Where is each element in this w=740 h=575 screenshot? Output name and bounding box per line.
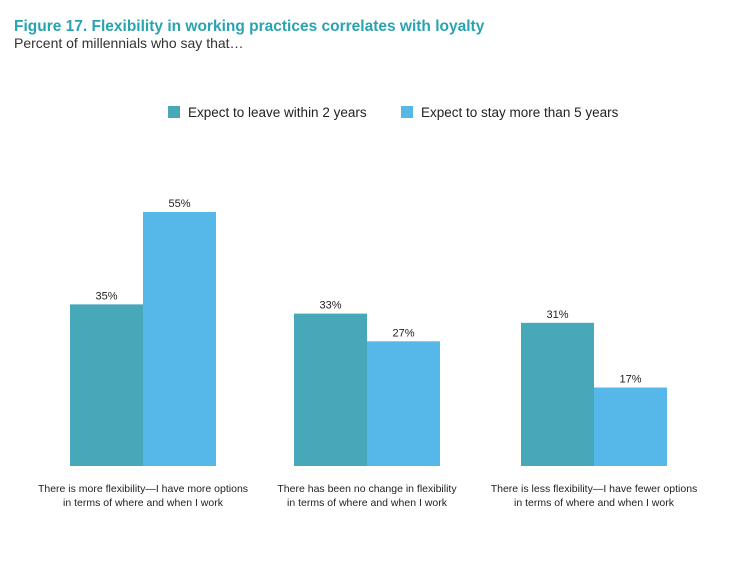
category-label-line: There has been no change in flexibility bbox=[277, 483, 457, 495]
chart-subtitle: Percent of millennials who say that… bbox=[14, 35, 244, 51]
chart-title: Figure 17. Flexibility in working practi… bbox=[14, 18, 485, 35]
legend-item-leave: Expect to leave within 2 years bbox=[168, 105, 367, 120]
bar-stay-no-change bbox=[367, 341, 440, 466]
legend-swatch-leave bbox=[168, 106, 180, 118]
legend-label-stay: Expect to stay more than 5 years bbox=[421, 104, 619, 120]
bar-stay-less-flexibility bbox=[594, 387, 667, 466]
data-label-stay-no-change: 27% bbox=[392, 327, 414, 339]
bar-leave-more-flexibility bbox=[70, 304, 143, 466]
legend-swatch-stay bbox=[401, 106, 413, 118]
bar-leave-no-change bbox=[294, 313, 367, 466]
category-label-no-change: There has been no change in flexibility i… bbox=[247, 482, 487, 510]
bar-stay-more-flexibility bbox=[143, 212, 216, 466]
category-label-less-flexibility: There is less flexibility—I have fewer o… bbox=[474, 482, 714, 510]
category-label-more-flexibility: There is more flexibility—I have more op… bbox=[23, 482, 263, 510]
bar-leave-less-flexibility bbox=[521, 322, 594, 466]
category-label-line: in terms of where and when I work bbox=[63, 497, 223, 509]
data-label-leave-more-flexibility: 35% bbox=[95, 290, 117, 302]
legend-label-leave: Expect to leave within 2 years bbox=[188, 104, 367, 120]
category-label-line: in terms of where and when I work bbox=[287, 497, 447, 509]
data-label-leave-no-change: 33% bbox=[319, 300, 341, 312]
legend-item-stay: Expect to stay more than 5 years bbox=[401, 105, 618, 120]
data-label-leave-less-flexibility: 31% bbox=[546, 309, 568, 321]
category-label-line: There is more flexibility—I have more op… bbox=[37, 483, 249, 495]
data-label-stay-more-flexibility: 55% bbox=[168, 198, 190, 210]
category-label-line: in terms of where and when I work bbox=[514, 497, 674, 509]
category-label-line: There is less flexibility—I have fewer o… bbox=[490, 483, 698, 495]
data-label-stay-less-flexibility: 17% bbox=[619, 373, 641, 385]
